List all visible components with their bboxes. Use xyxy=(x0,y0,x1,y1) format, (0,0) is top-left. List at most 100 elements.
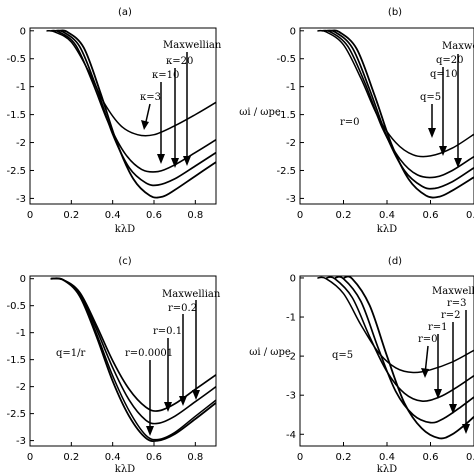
xtick-label: 0.2 xyxy=(336,452,352,463)
panel-b-arrows xyxy=(428,54,462,168)
panel-b-ylabel: ωi / ωpe xyxy=(239,107,281,118)
series-line--20 xyxy=(54,29,217,187)
panel-c-xlabel: kλD xyxy=(115,464,135,474)
ytick-label: -1 xyxy=(16,328,26,339)
series-line-r-0-2 xyxy=(50,277,217,412)
panel-c-ann-maxwellian: Maxwellian xyxy=(162,289,221,300)
panel-a-yticks: 0 -0.5 -1 -1.5 -2 -2.5 -3 xyxy=(6,26,34,205)
ytick-label: -1 xyxy=(16,82,26,93)
ytick-label: -2 xyxy=(286,352,296,363)
xtick-label: 0.6 xyxy=(423,452,439,463)
panel-c-ann-r00001: r=0.0001 xyxy=(125,348,173,359)
xtick-label: 0.6 xyxy=(423,210,439,221)
ytick-label: -4 xyxy=(286,430,296,441)
panel-c-ann-r02: r=0.2 xyxy=(168,303,197,314)
panel-c-frame xyxy=(29,275,217,447)
series-line-maxwellian xyxy=(330,29,474,199)
ytick-label: 0 xyxy=(20,26,26,37)
series-line-maxwellian xyxy=(58,29,217,199)
xtick-label: 0 xyxy=(297,452,303,463)
panel-b-ann-maxwellian: Maxwellian xyxy=(442,41,474,52)
xtick-label: 0.8 xyxy=(466,210,474,221)
ytick-label: -0.5 xyxy=(6,301,26,312)
ytick-label: -3 xyxy=(286,391,296,402)
xtick-label: 0.4 xyxy=(379,210,395,221)
panel-a-arrows xyxy=(141,52,191,168)
xtick-label: 0 xyxy=(297,210,303,221)
panel-b-ann-q20: q=20 xyxy=(436,55,464,66)
xtick-label: 0 xyxy=(27,210,33,221)
panel-d-xticks: 0 0.2 0.4 0.6 0.8 xyxy=(297,442,474,463)
panel-a-xlabel: kλD xyxy=(115,224,135,235)
panel-c-series xyxy=(50,277,217,442)
panel-d-ann-r0: r=0 xyxy=(418,334,438,345)
xtick-label: 0.4 xyxy=(105,210,121,221)
ytick-label: -2.5 xyxy=(276,166,296,177)
panel-a-xticks: 0 0.2 0.4 0.6 0.8 xyxy=(27,200,203,221)
ytick-label: -3 xyxy=(16,436,26,447)
panel-c-xticks: 0 0.2 0.4 0.6 0.8 xyxy=(27,442,203,463)
series-line-r-2 xyxy=(334,275,474,424)
series-line-r-1 xyxy=(326,276,474,402)
xtick-label: 0.6 xyxy=(146,452,162,463)
ytick-label: -1.5 xyxy=(6,355,26,366)
panel-b-ann-q10: q=10 xyxy=(430,69,458,80)
panel-d-ylabel: ωi / ωpe xyxy=(249,347,291,358)
ytick-label: -2.5 xyxy=(6,166,26,177)
xtick-label: 0.4 xyxy=(379,452,395,463)
ytick-label: -1.5 xyxy=(276,110,296,121)
ytick-label: 0 xyxy=(20,274,26,285)
panel-a: (a) 0 -0.5 -1 -1.5 -2 -2.5 -3 0 0.2 0.4 0.6 0.8 kλ… xyxy=(6,7,221,235)
ytick-label: -3 xyxy=(16,194,26,205)
panel-b-ann-q5: q=5 xyxy=(420,92,441,103)
panel-a-title: (a) xyxy=(118,7,132,18)
series-line-q-10 xyxy=(321,29,474,179)
ytick-label: -1 xyxy=(286,313,296,324)
panel-d-arrows xyxy=(421,310,470,434)
xtick-label: 0.2 xyxy=(63,210,79,221)
panel-c-title: (c) xyxy=(118,256,131,267)
panel-b-xlabel: kλD xyxy=(377,224,397,235)
xtick-label: 0 xyxy=(27,452,33,463)
panel-c-yticks: 0 -0.5 -1 -1.5 -2 -2.5 -3 xyxy=(6,274,34,447)
series-line-r-3 xyxy=(343,275,474,440)
panel-b: (b) 0 -0.5 -1 -1.5 -2 -2.5 -3 0 0.2 0.4 0.6 0.8 kλ… xyxy=(239,7,474,235)
xtick-label: 0.8 xyxy=(466,452,474,463)
panel-a-ann-k3: κ=3 xyxy=(140,92,161,103)
ytick-label: -2 xyxy=(16,382,26,393)
ytick-label: 0 xyxy=(290,26,296,37)
panel-d-xlabel: kλD xyxy=(377,464,397,474)
panel-c-ann-q: q=1/r xyxy=(56,348,86,359)
panel-d-ann-q5: q=5 xyxy=(332,350,353,361)
panel-b-xticks: 0 0.2 0.4 0.6 0.8 xyxy=(297,200,474,221)
panel-b-ann-r0: r=0 xyxy=(340,117,360,128)
ytick-label: -2 xyxy=(16,138,26,149)
ytick-label: -1 xyxy=(286,82,296,93)
panel-c: (c) 0 -0.5 -1 -1.5 -2 -2.5 -3 0 0.2 0.4 0.6 0.8 kλ… xyxy=(6,256,220,474)
xtick-label: 0.8 xyxy=(187,210,203,221)
panel-b-yticks: 0 -0.5 -1 -1.5 -2 -2.5 -3 xyxy=(276,26,304,205)
panel-a-frame xyxy=(29,27,217,205)
xtick-label: 0.4 xyxy=(105,452,121,463)
ytick-label: 0 xyxy=(290,273,296,284)
panel-b-title: (b) xyxy=(388,7,402,18)
panel-d-title: (d) xyxy=(388,256,402,267)
ytick-label: -2 xyxy=(286,138,296,149)
series-line--3 xyxy=(46,29,217,137)
panel-a-ann-k20: κ=20 xyxy=(166,56,193,67)
panel-a-series xyxy=(46,29,217,199)
ytick-label: -2.5 xyxy=(6,409,26,420)
xtick-label: 0.2 xyxy=(63,452,79,463)
panel-c-arrows xyxy=(146,300,200,436)
ytick-label: -0.5 xyxy=(6,54,26,65)
ytick-label: -1.5 xyxy=(6,110,26,121)
panel-a-ann-maxwellian: Maxwellian xyxy=(163,40,222,51)
panel-d-ann-r1: r=1 xyxy=(428,322,448,333)
xtick-label: 0.8 xyxy=(187,452,203,463)
series-line-r-0 xyxy=(317,276,474,374)
panel-d-ann-maxwellian: Maxwellian xyxy=(432,286,474,297)
panel-b-series xyxy=(317,29,474,199)
panel-d-ann-r2: r=2 xyxy=(441,310,461,321)
series-line-maxwellian xyxy=(50,277,217,442)
